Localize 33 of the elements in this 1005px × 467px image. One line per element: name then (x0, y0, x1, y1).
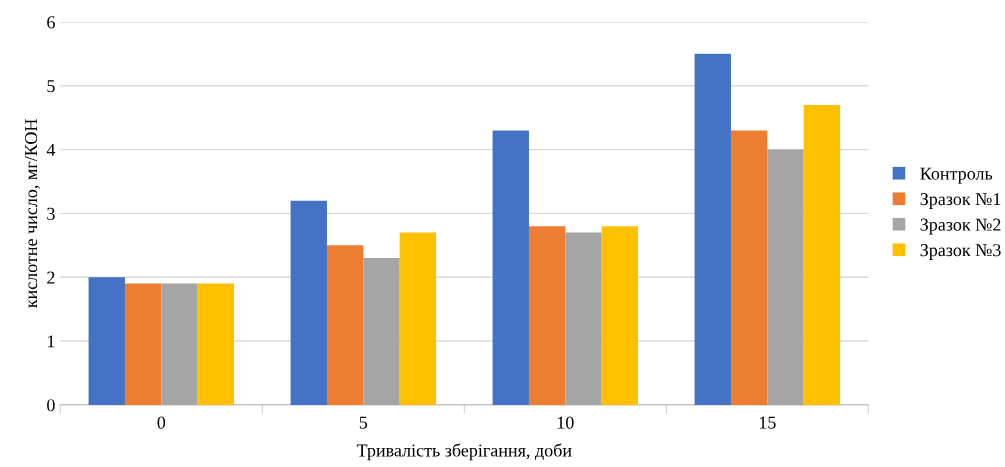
bar (161, 283, 198, 405)
bar (399, 232, 437, 405)
legend-label: Контроль (920, 167, 993, 184)
y-tick-label: 5 (47, 80, 55, 93)
y-tick-label: 3 (47, 207, 55, 220)
bar (528, 226, 566, 405)
bar (730, 130, 768, 405)
legend-label: Зразок №2 (920, 218, 1001, 235)
bar (803, 104, 841, 405)
y-tick-label: 0 (47, 399, 55, 412)
x-tick-label: 0 (157, 416, 166, 429)
bar (694, 53, 731, 405)
bar (601, 226, 639, 405)
y-axis-title: кислотне число, мг/КОН (25, 119, 40, 308)
bar (492, 130, 529, 405)
bar (124, 283, 162, 405)
bar (290, 200, 327, 405)
y-tick-label: 1 (48, 335, 55, 348)
x-tick-label: 5 (359, 416, 368, 429)
x-axis-title: Тривалість зберігання, доби (356, 443, 572, 461)
legend-label: Зразок №1 (920, 193, 1001, 209)
x-tick-label: 10 (557, 416, 574, 429)
legend-label: Зразок №3 (920, 244, 1001, 260)
bar (88, 277, 125, 405)
bar (767, 149, 804, 405)
x-tick-label: 15 (759, 416, 776, 429)
bar (565, 232, 602, 405)
y-tick-label: 2 (47, 271, 55, 284)
bar (326, 245, 364, 405)
bar (363, 258, 400, 405)
y-tick-label: 4 (46, 143, 56, 156)
y-tick-label: 6 (47, 16, 55, 29)
bar (197, 283, 235, 405)
